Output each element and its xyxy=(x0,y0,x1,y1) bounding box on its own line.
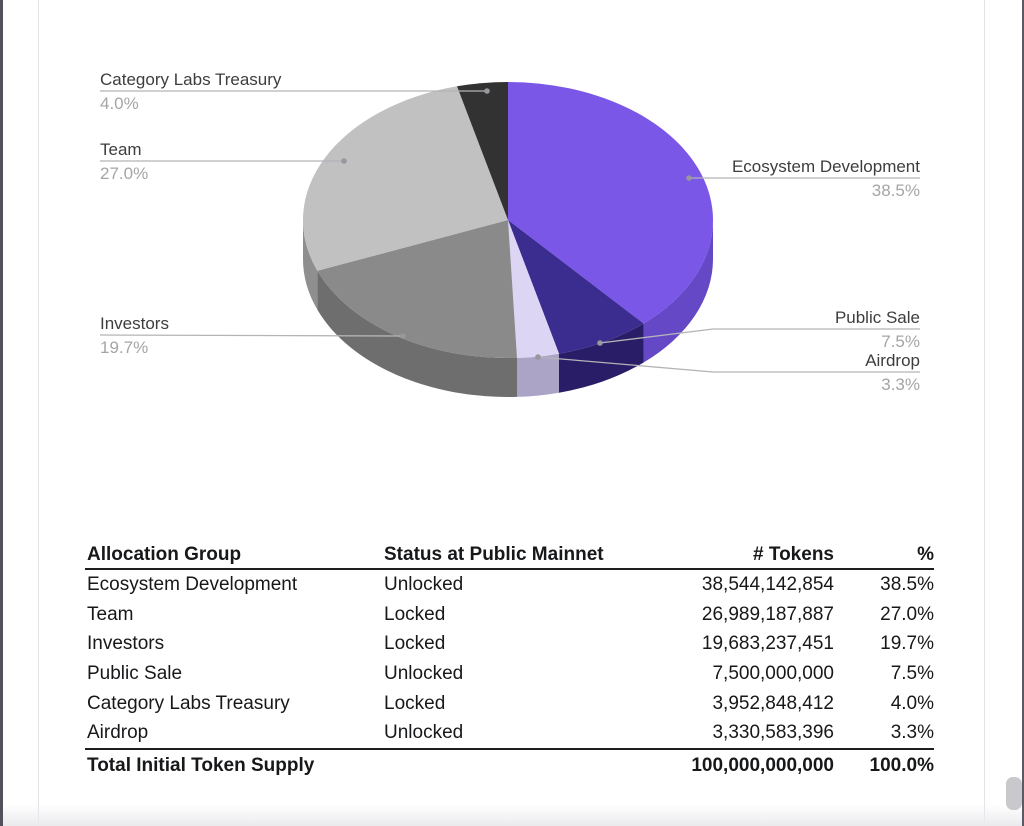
cell-status: Unlocked xyxy=(384,663,464,685)
pie-slice-category-labs-treasury xyxy=(457,81,508,221)
pie-pct-public-sale: 7.5% xyxy=(881,332,920,351)
table-total-row: Total Initial Token Supply 100,000,000,0… xyxy=(85,748,934,781)
cell-tokens: 3,952,848,412 xyxy=(712,692,834,714)
page-left-divider xyxy=(38,0,39,826)
table-row-team: Team Locked 26,989,187,887 27.0% xyxy=(85,600,934,630)
pie-pct-airdrop: 3.3% xyxy=(881,375,920,394)
pie-slice-team xyxy=(302,86,508,271)
cell-group: Public Sale xyxy=(87,663,183,685)
pie-pct-team: 27.0% xyxy=(100,164,148,183)
cell-total-status xyxy=(384,750,633,781)
leader-line-airdrop xyxy=(537,356,920,373)
pie-pct-ecosystem-development: 38.5% xyxy=(872,181,920,200)
pie-slice-investors xyxy=(317,220,517,359)
leader-dot-category-labs-treasury xyxy=(484,88,490,94)
cell-status: Unlocked xyxy=(384,574,464,595)
cell-percent: 27.0% xyxy=(880,603,934,625)
table-row-ecosystem-development: Ecosystem Development Unlocked 38,544,14… xyxy=(85,570,934,600)
cell-tokens: 38,544,142,854 xyxy=(701,574,834,595)
pie-label-airdrop: Airdrop xyxy=(865,351,920,370)
leader-dot-public-sale xyxy=(597,340,603,346)
col-header-status: Status at Public Mainnet xyxy=(384,544,604,565)
cell-group: Airdrop xyxy=(87,722,149,744)
scrollbar-thumb[interactable] xyxy=(1006,777,1022,810)
table-row-category-labs-treasury: Category Labs Treasury Locked 3,952,848,… xyxy=(85,689,934,719)
pie-label-team: Team xyxy=(100,140,142,159)
cell-tokens: 7,500,000,000 xyxy=(712,663,834,685)
pie-label-ecosystem-development: Ecosystem Development xyxy=(732,157,920,176)
pie-slice-ecosystem-development xyxy=(508,82,714,324)
page-right-divider xyxy=(984,0,985,826)
cell-tokens: 19,683,237,451 xyxy=(701,633,834,655)
cell-status: Unlocked xyxy=(384,722,464,744)
cell-total-label: Total Initial Token Supply xyxy=(87,755,315,777)
cell-percent: 3.3% xyxy=(890,722,934,744)
pie-rim-ecosystem-development xyxy=(643,220,713,363)
pie-chart: Ecosystem Development 38.5% Public Sale 7.5… xyxy=(99,70,920,398)
col-header-tokens: # Tokens xyxy=(753,544,834,565)
cell-group: Investors xyxy=(87,633,165,655)
pie-rim-team xyxy=(303,220,318,310)
pie-label-investors: Investors xyxy=(100,314,169,333)
cell-percent: 7.5% xyxy=(890,663,934,685)
leader-dot-team xyxy=(341,158,347,164)
leader-line-public-sale xyxy=(599,328,920,344)
pie-rim-airdrop xyxy=(517,353,559,397)
col-header-percent: % xyxy=(917,544,934,565)
pie-label-category-labs-treasury: Category Labs Treasury xyxy=(100,70,282,89)
leader-dot-airdrop xyxy=(535,354,541,360)
pie-rim-investors xyxy=(317,270,517,398)
pie-pct-category-labs-treasury: 4.0% xyxy=(100,94,139,113)
cell-percent: 38.5% xyxy=(880,574,934,595)
cell-status: Locked xyxy=(384,603,446,625)
pie-slice-airdrop xyxy=(508,220,559,358)
table-header-row: Allocation Group Status at Public Mainne… xyxy=(85,541,934,570)
cell-group: Team xyxy=(87,603,134,625)
cell-total-percent: 100.0% xyxy=(869,755,934,777)
leader-line-investors xyxy=(99,334,404,337)
pie-slice-public-sale xyxy=(508,220,644,354)
cell-status: Locked xyxy=(384,633,446,655)
cell-total-tokens: 100,000,000,000 xyxy=(691,755,834,777)
table-row-public-sale: Public Sale Unlocked 7,500,000,000 7.5% xyxy=(85,659,934,689)
right-edge-border xyxy=(1022,0,1024,826)
table-row-investors: Investors Locked 19,683,237,451 19.7% xyxy=(85,629,934,659)
cell-tokens: 3,330,583,396 xyxy=(712,722,834,744)
cell-group: Category Labs Treasury xyxy=(87,692,290,714)
cell-percent: 4.0% xyxy=(890,692,934,714)
bottom-fade xyxy=(3,804,1022,826)
col-header-allocation-group: Allocation Group xyxy=(87,544,242,565)
cell-status: Locked xyxy=(384,692,446,714)
cell-percent: 19.7% xyxy=(880,633,934,655)
pie-label-public-sale: Public Sale xyxy=(835,308,920,327)
table-row-airdrop: Airdrop Unlocked 3,330,583,396 3.3% xyxy=(85,718,934,748)
cell-tokens: 26,989,187,887 xyxy=(701,603,834,625)
left-edge-border xyxy=(0,0,3,826)
leader-dot-investors xyxy=(400,333,406,339)
leader-dot-ecosystem-development xyxy=(686,175,692,181)
allocation-table: Allocation Group Status at Public Mainne… xyxy=(85,541,934,781)
pie-pct-investors: 19.7% xyxy=(100,338,148,357)
cell-group: Ecosystem Development xyxy=(87,574,298,595)
